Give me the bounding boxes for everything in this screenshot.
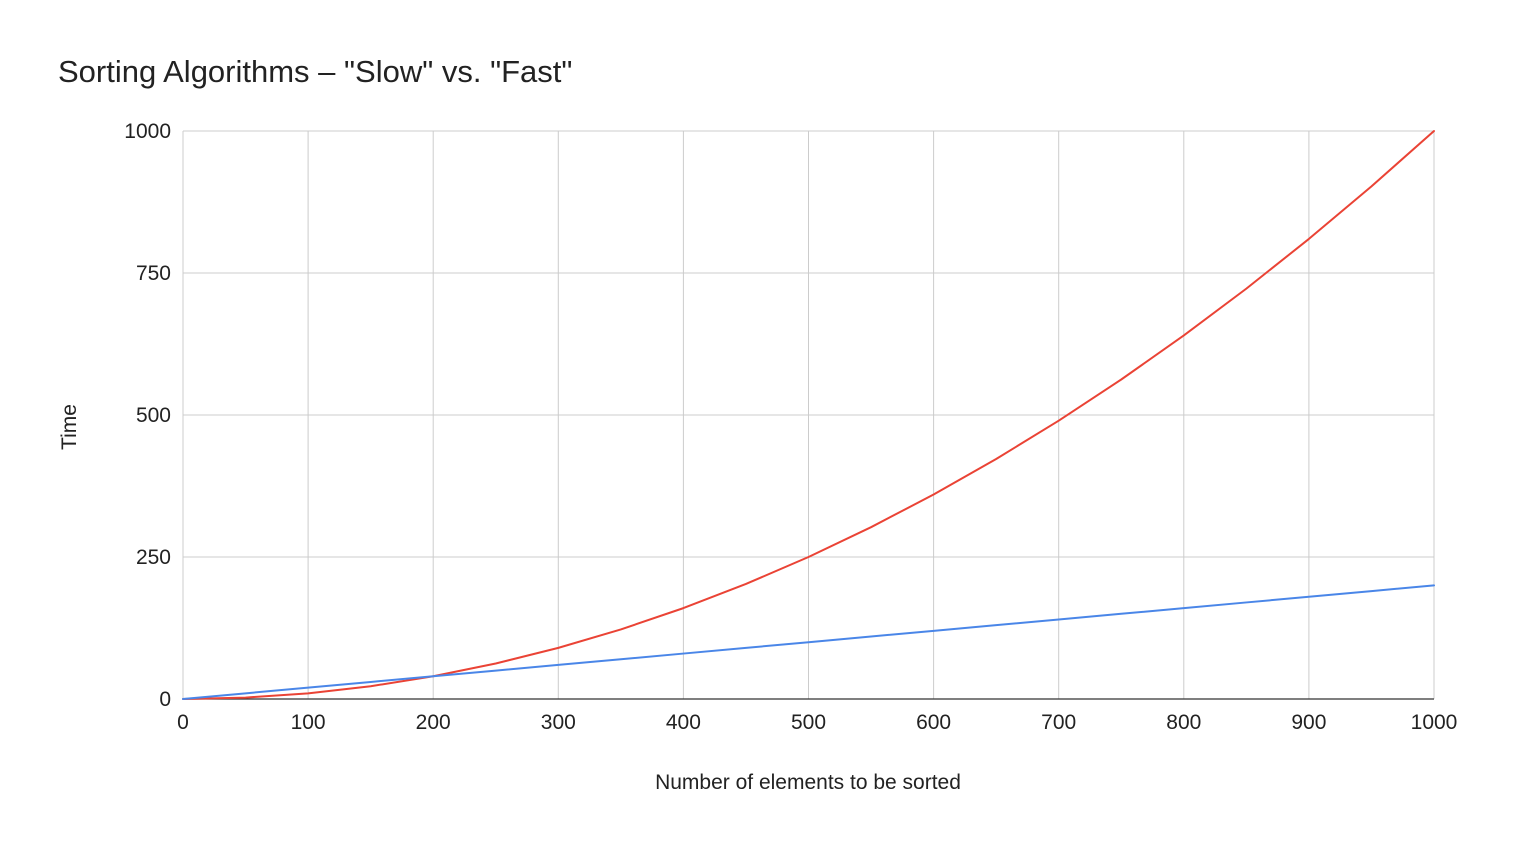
y-tick-label: 500 <box>136 404 171 427</box>
x-tick-label: 200 <box>416 711 451 734</box>
series-layer <box>182 130 1435 700</box>
series-line-0 <box>182 130 1435 700</box>
x-axis-title: Number of elements to be sorted <box>655 771 961 794</box>
x-tick-label: 300 <box>541 711 576 734</box>
y-axis-title: Time <box>58 404 81 450</box>
x-tick-label: 900 <box>1291 711 1326 734</box>
series-line-1 <box>182 584 1435 700</box>
chart-title: Sorting Algorithms – "Slow" vs. "Fast" <box>58 54 573 89</box>
x-tick-label: 500 <box>791 711 826 734</box>
x-tick-label: 800 <box>1166 711 1201 734</box>
x-tick-label: 0 <box>177 711 189 734</box>
x-tick-label: 700 <box>1041 711 1076 734</box>
tick-label-layer: 0 100 200 300 400 500 600 700 800 900 1000 0 250 500 7… <box>124 120 1457 734</box>
x-tick-label: 600 <box>916 711 951 734</box>
grid-layer <box>182 130 1435 700</box>
x-tick-label: 1000 <box>1411 711 1458 734</box>
x-tick-label: 100 <box>291 711 326 734</box>
y-tick-label: 0 <box>159 688 171 711</box>
y-tick-label: 1000 <box>124 120 171 143</box>
x-tick-label: 400 <box>666 711 701 734</box>
y-tick-label: 750 <box>136 262 171 285</box>
y-tick-label: 250 <box>136 546 171 569</box>
